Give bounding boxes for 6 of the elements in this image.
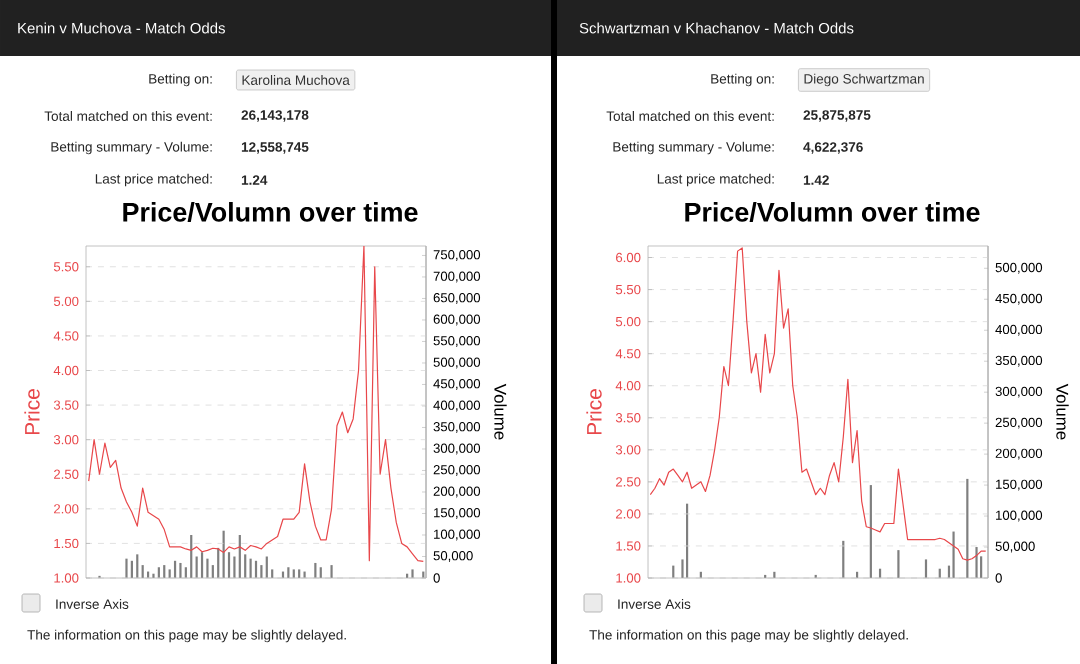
y2-axis-title: Volume: [1056, 383, 1069, 440]
chart-subtitle: Price/Volumn over time: [685, 201, 980, 223]
chart-subtitle: Price/Volumn over time: [123, 201, 418, 223]
y-axis-title: Price: [24, 389, 40, 435]
y2-axis-title: Volume: [494, 383, 507, 440]
y-axis-title: Price: [586, 389, 602, 435]
